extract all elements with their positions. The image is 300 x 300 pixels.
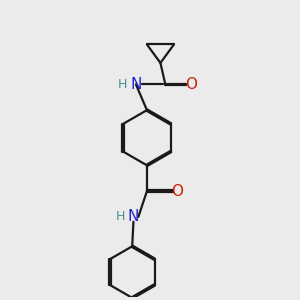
Text: H: H	[115, 210, 124, 224]
Text: N: N	[128, 209, 139, 224]
Text: O: O	[185, 77, 197, 92]
Text: H: H	[118, 78, 127, 91]
Text: O: O	[172, 184, 184, 199]
Text: N: N	[130, 77, 142, 92]
